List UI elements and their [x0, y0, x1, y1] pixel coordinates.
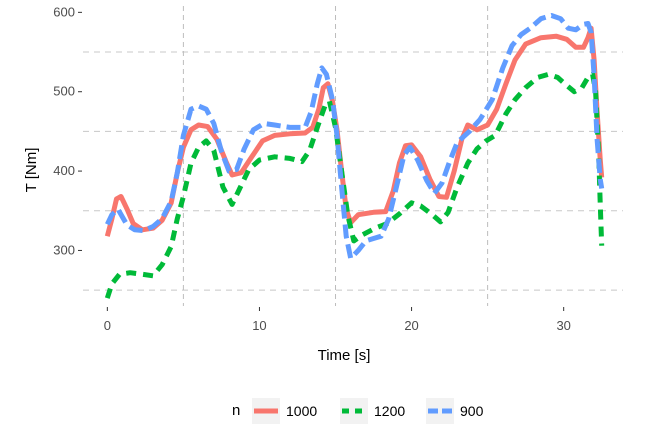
y-tick-label: 400 [53, 163, 75, 178]
y-axis-title: T [Nm] [23, 148, 40, 193]
series-line-1000 [104, 25, 605, 237]
x-axis: 0 10 20 30 [104, 307, 571, 333]
x-tick-label: 10 [252, 318, 266, 333]
legend-label-1200: 1200 [374, 403, 405, 419]
y-axis: 300 400 500 600 [53, 4, 82, 257]
legend-label-900: 900 [460, 403, 484, 419]
series-line-900 [105, 13, 605, 261]
series-line-1200 [104, 71, 605, 299]
y-tick-label: 300 [53, 242, 75, 257]
legend-title: n [232, 402, 240, 419]
grid-lines [83, 6, 623, 306]
x-tick-label: 30 [556, 318, 570, 333]
y-tick-label: 600 [53, 4, 75, 19]
y-tick-label: 500 [53, 84, 75, 99]
series-lines [104, 13, 605, 299]
x-axis-title: Time [s] [318, 347, 371, 364]
x-tick-label: 0 [104, 318, 111, 333]
legend: n 1000 1200 900 [232, 398, 484, 424]
x-tick-label: 20 [404, 318, 418, 333]
legend-label-1000: 1000 [286, 403, 317, 419]
